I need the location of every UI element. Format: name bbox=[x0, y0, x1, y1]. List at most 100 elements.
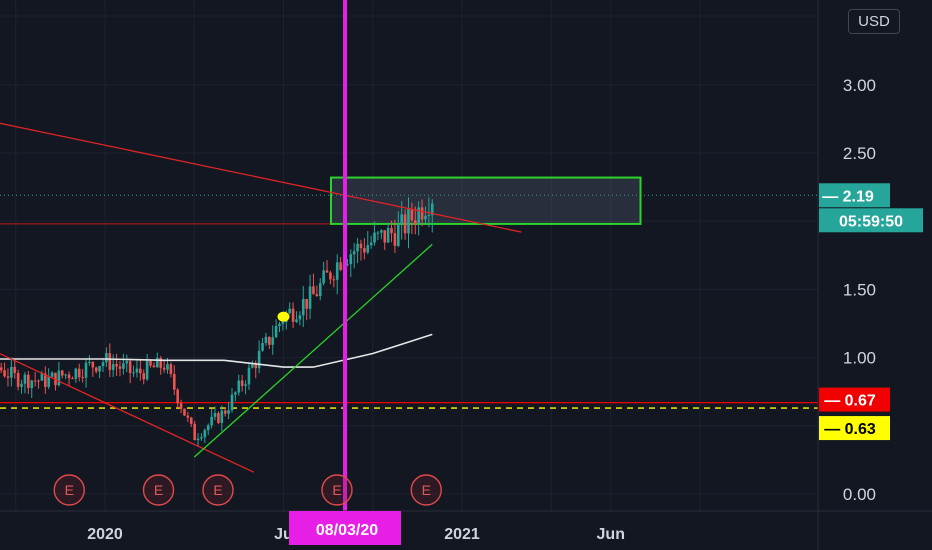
candle-body bbox=[254, 364, 258, 369]
candle-body bbox=[47, 376, 50, 387]
candle-body bbox=[237, 380, 241, 393]
candle-body bbox=[16, 372, 20, 387]
candle-body bbox=[291, 308, 295, 322]
candle-body bbox=[295, 319, 298, 322]
candle-body bbox=[10, 366, 13, 378]
candle-body bbox=[274, 326, 278, 338]
candle-body bbox=[166, 364, 169, 370]
candle-body bbox=[400, 214, 404, 224]
candle-body bbox=[183, 408, 186, 416]
level-badge-bg bbox=[819, 387, 890, 412]
level-badge-value: — 0.67 bbox=[824, 393, 876, 410]
vertical-date-badge: 08/03/20 bbox=[289, 511, 401, 545]
candle-body bbox=[67, 374, 71, 379]
currency-button[interactable]: USD bbox=[848, 9, 900, 34]
candle-body bbox=[312, 286, 315, 295]
candle-body bbox=[390, 227, 393, 234]
candle-body bbox=[176, 389, 179, 404]
candle-body bbox=[13, 366, 17, 373]
candle-body bbox=[60, 370, 64, 376]
candle-body bbox=[373, 232, 376, 243]
candle-body bbox=[74, 368, 78, 379]
event-circle bbox=[202, 474, 234, 506]
candle-body bbox=[30, 380, 34, 389]
candle-body bbox=[318, 283, 322, 297]
candle-body bbox=[152, 365, 156, 368]
level-badge: — 0.63 bbox=[819, 416, 890, 441]
current-price-badge bbox=[819, 183, 890, 208]
candle-body bbox=[135, 368, 139, 373]
candle-body bbox=[288, 308, 291, 314]
candle-body bbox=[200, 437, 203, 439]
candle-body bbox=[27, 374, 30, 389]
candle-body bbox=[220, 410, 224, 423]
candle-body bbox=[281, 322, 285, 324]
candle-body bbox=[301, 298, 305, 316]
y-tick-label: 2.50 bbox=[843, 144, 876, 163]
event-circle bbox=[410, 474, 442, 506]
candle-body bbox=[264, 336, 268, 343]
candle-body bbox=[413, 220, 417, 225]
candle-body bbox=[363, 248, 366, 253]
candle-body bbox=[298, 315, 302, 320]
trend-line bbox=[0, 122, 522, 233]
candle-body bbox=[230, 394, 234, 411]
y-tick-label: 3.00 bbox=[843, 76, 876, 95]
candle-body bbox=[410, 209, 414, 221]
candle-body bbox=[172, 374, 176, 390]
event-label: E bbox=[422, 482, 431, 498]
candle-body bbox=[251, 364, 254, 368]
candle-body bbox=[71, 378, 74, 380]
x-tick-label: 2021 bbox=[444, 526, 480, 543]
trend-line bbox=[0, 353, 255, 473]
event-label: E bbox=[332, 482, 341, 498]
candle-body bbox=[376, 232, 380, 234]
candle-body bbox=[142, 373, 146, 380]
candle-body bbox=[118, 366, 122, 369]
candle-body bbox=[227, 410, 230, 414]
candle-body bbox=[145, 360, 149, 380]
candle-body bbox=[40, 373, 44, 381]
candle-body bbox=[186, 415, 190, 418]
resistance-box bbox=[330, 176, 642, 225]
countdown-badge bbox=[819, 208, 923, 233]
candle-body bbox=[0, 367, 3, 371]
candle-body bbox=[427, 215, 431, 217]
candle-body bbox=[305, 298, 308, 309]
candle-body bbox=[420, 207, 424, 220]
candle-body bbox=[210, 416, 213, 426]
candle-body bbox=[20, 383, 23, 387]
candle-body bbox=[332, 279, 336, 281]
date-badge-bg bbox=[289, 511, 401, 545]
candle-body bbox=[57, 370, 61, 386]
countdown-value: 05:59:50 bbox=[839, 213, 903, 230]
candle-body bbox=[98, 366, 101, 372]
candle-body bbox=[213, 413, 217, 417]
candle-body bbox=[94, 367, 98, 372]
candle-body bbox=[203, 430, 207, 438]
candle-body bbox=[356, 243, 359, 252]
candle-body bbox=[37, 380, 40, 382]
candle-body bbox=[339, 262, 342, 270]
candle-body bbox=[366, 245, 370, 253]
candle-body bbox=[359, 243, 363, 249]
candle-body bbox=[417, 207, 420, 225]
candle-body bbox=[329, 272, 332, 280]
y-tick-label: 1.00 bbox=[843, 349, 876, 368]
candle-body bbox=[169, 364, 173, 375]
candle-body bbox=[91, 361, 95, 368]
candle-body bbox=[115, 364, 118, 367]
candle-body bbox=[162, 367, 166, 370]
candle-body bbox=[108, 353, 112, 370]
highlight-marker bbox=[277, 311, 290, 322]
candle-body bbox=[81, 377, 84, 379]
candle-body bbox=[403, 214, 407, 234]
candle-body bbox=[3, 370, 6, 377]
event-label: E bbox=[213, 482, 222, 498]
event-circle bbox=[53, 474, 85, 506]
candle-body bbox=[322, 270, 325, 284]
candle-body bbox=[196, 438, 200, 441]
